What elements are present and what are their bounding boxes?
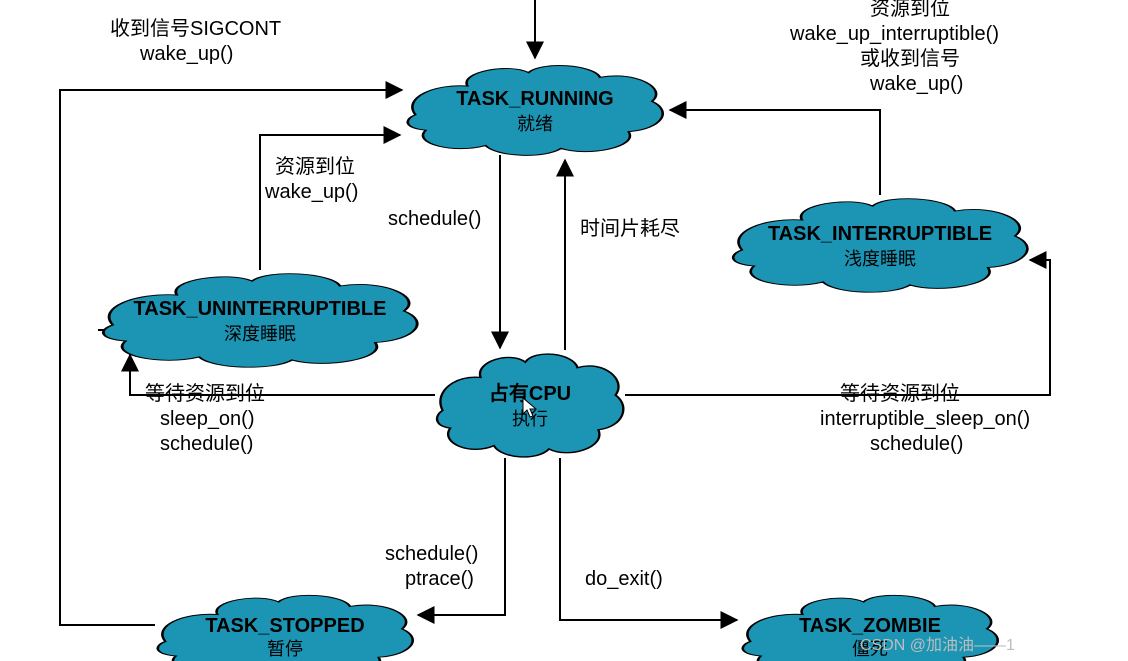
watermark: CSDN @加油油——1	[860, 636, 1015, 654]
edge-cpu-to-zombie	[560, 458, 737, 620]
node-zombie-label: TASK_ZOMBIE	[799, 615, 941, 637]
label-wait-left: 等待资源到位 sleep_on() schedule()	[145, 382, 265, 455]
node-uninterruptible: TASK_UNINTERRUPTIBLE 深度睡眠	[103, 274, 417, 368]
node-unint-sub: 深度睡眠	[224, 324, 296, 344]
svg-text:等待资源到位: 等待资源到位	[145, 382, 265, 405]
svg-text:等待资源到位: 等待资源到位	[840, 382, 960, 405]
svg-text:interruptible_sleep_on(): interruptible_sleep_on()	[820, 408, 1030, 430]
node-stopped-label: TASK_STOPPED	[205, 615, 364, 637]
label-resource-left: 资源到位 wake_up()	[264, 155, 358, 203]
node-int-sub: 浅度睡眠	[844, 249, 916, 269]
svg-text:schedule(): schedule()	[870, 433, 963, 455]
svg-text:do_exit(): do_exit()	[585, 568, 663, 590]
edge-int-to-running	[670, 110, 880, 195]
svg-text:收到信号SIGCONT: 收到信号SIGCONT	[110, 17, 281, 40]
svg-text:schedule(): schedule()	[160, 433, 253, 455]
svg-text:wake_up_interruptible(): wake_up_interruptible()	[789, 23, 999, 45]
node-cpu: 占有CPU 执行	[437, 354, 623, 457]
edge-cpu-to-stopped	[418, 458, 505, 615]
svg-text:schedule(): schedule()	[388, 208, 481, 230]
node-cpu-label: 占有CPU	[489, 381, 571, 405]
svg-text:schedule(): schedule()	[385, 543, 478, 565]
svg-text:wake_up(): wake_up()	[139, 43, 233, 65]
label-sigcont: 收到信号SIGCONT wake_up()	[110, 17, 281, 65]
svg-text:资源到位: 资源到位	[870, 0, 950, 20]
node-running-sub: 就绪	[517, 114, 553, 134]
label-schedule: schedule()	[388, 208, 481, 230]
svg-text:wake_up(): wake_up()	[264, 181, 358, 203]
node-stopped-sub: 暂停	[267, 639, 303, 659]
svg-text:sleep_on(): sleep_on()	[160, 408, 255, 430]
node-interruptible: TASK_INTERRUPTIBLE 浅度睡眠	[733, 199, 1027, 293]
svg-text:资源到位: 资源到位	[275, 155, 355, 178]
svg-text:ptrace(): ptrace()	[405, 568, 474, 590]
label-resource-right: 资源到位 wake_up_interruptible() 或收到信号 wake_…	[789, 0, 999, 95]
node-running: TASK_RUNNING 就绪	[408, 66, 663, 156]
node-unint-label: TASK_UNINTERRUPTIBLE	[134, 298, 387, 320]
node-running-label: TASK_RUNNING	[456, 88, 613, 110]
svg-text:wake_up(): wake_up()	[869, 73, 963, 95]
node-int-label: TASK_INTERRUPTIBLE	[768, 223, 992, 245]
label-timeslice: 时间片耗尽	[580, 217, 680, 240]
svg-text:时间片耗尽: 时间片耗尽	[580, 217, 680, 240]
svg-text:或收到信号: 或收到信号	[860, 47, 960, 70]
node-stopped: TASK_STOPPED 暂停	[158, 595, 413, 661]
label-sched-ptrace: schedule() ptrace()	[385, 543, 478, 590]
label-wait-right: 等待资源到位 interruptible_sleep_on() schedule…	[820, 382, 1030, 455]
label-do-exit: do_exit()	[585, 568, 663, 590]
